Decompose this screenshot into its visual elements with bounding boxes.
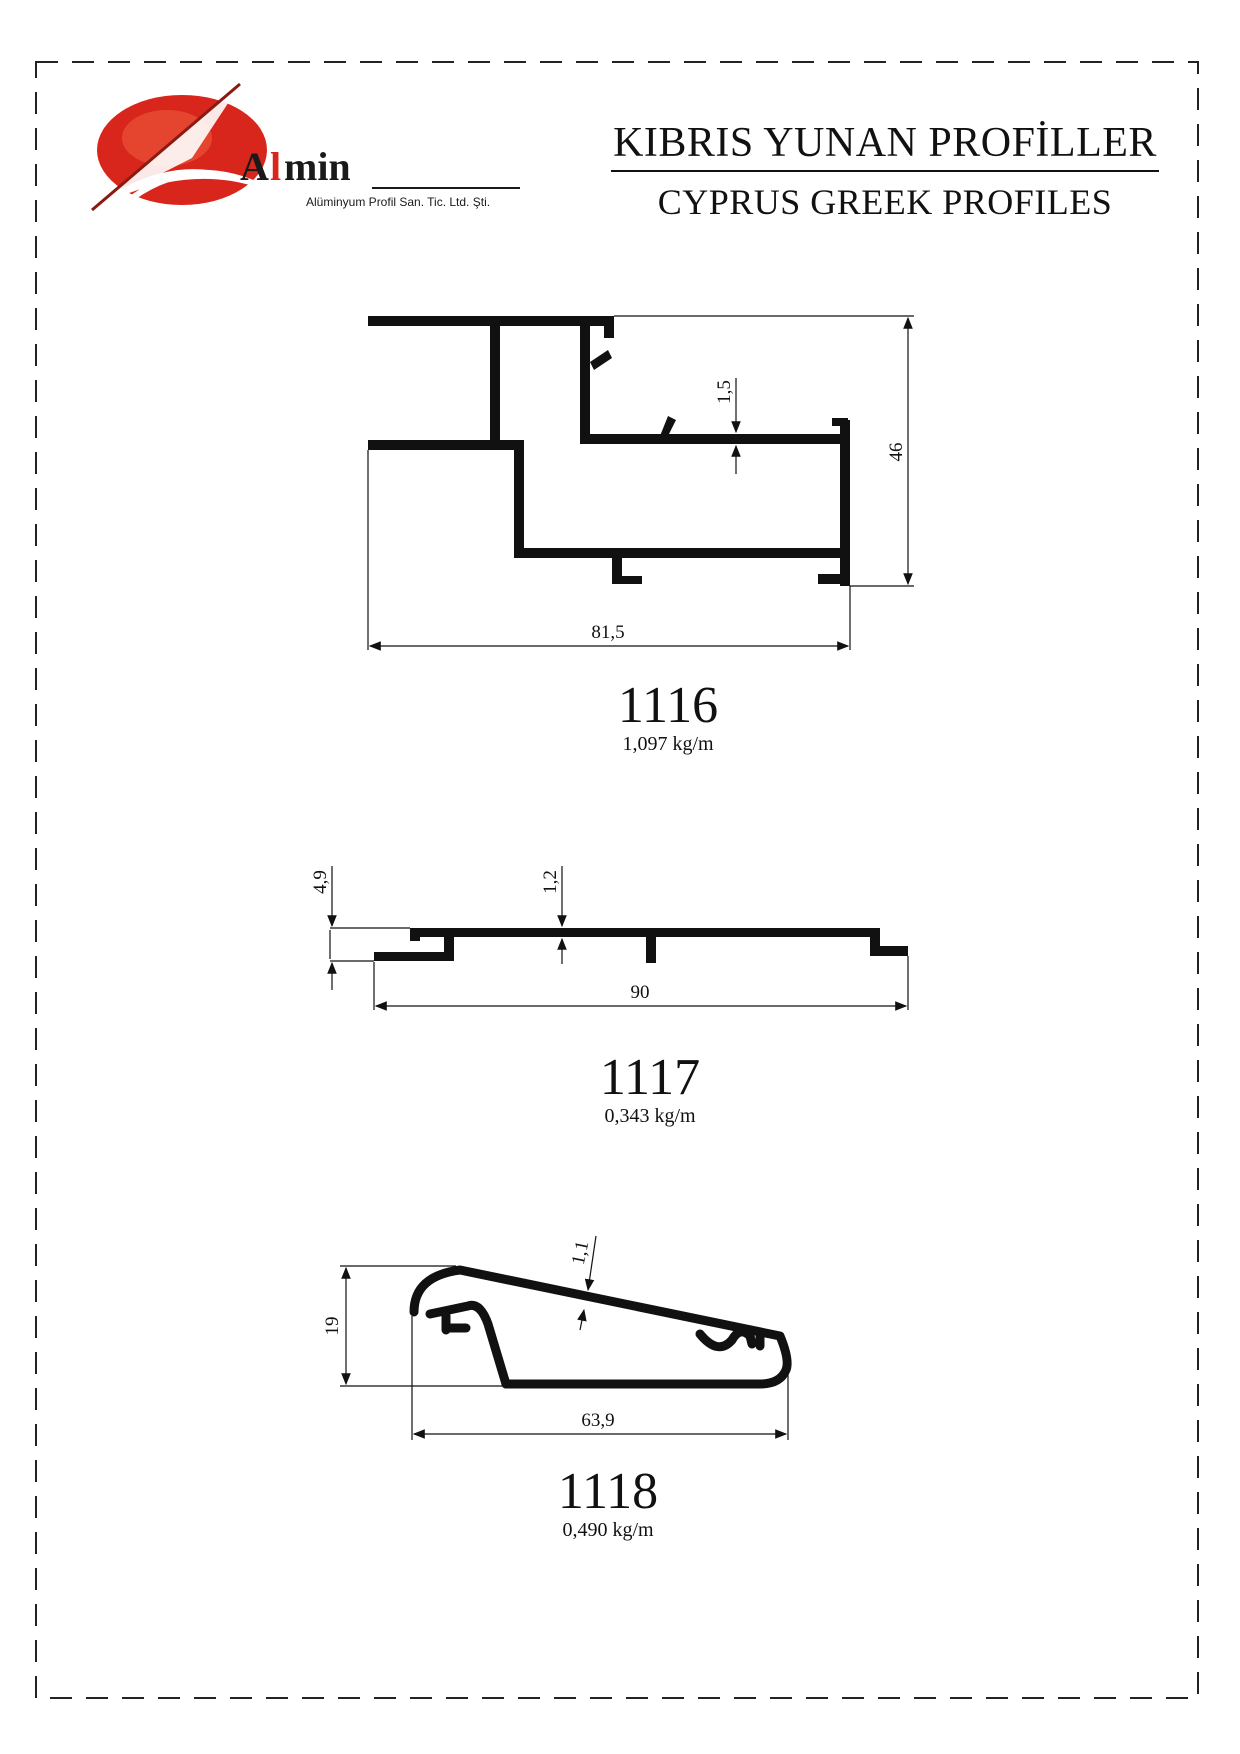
profile-1116-width-label: 81,5 (591, 622, 624, 643)
profile-1117-height-label: 4,9 (310, 870, 331, 894)
profile-1116-weight: 1,097 kg/m (622, 733, 714, 755)
profile-1118-shape (409, 1265, 792, 1389)
profile-1118-wall-label: 1,1 (568, 1239, 593, 1267)
profile-1116-code: 1116 (618, 677, 718, 734)
profile-1118-drawing: 63,9 19 1,1 1118 0,490 kg/m (322, 1235, 792, 1541)
profile-1116-wall-label: 1,5 (714, 380, 735, 404)
page-title-en: CYPRUS GREEK PROFILES (657, 182, 1113, 222)
brand-highlight: l (270, 144, 281, 189)
profile-1118-weight: 0,490 kg/m (562, 1519, 654, 1541)
logo-tagline: Alüminyum Profil San. Tic. Ltd. Şti. (306, 195, 490, 209)
profile-1117-drawing: 90 4,9 1,2 1117 0,343 kg/m (310, 866, 909, 1127)
profile-1118-width-label: 63,9 (581, 1410, 614, 1431)
page-title-tr: KIBRIS YUNAN PROFİLLER (611, 118, 1159, 172)
almin-swoosh-logo-icon (90, 82, 284, 212)
profile-1117-wall-label: 1,2 (540, 870, 561, 894)
profile-1116-drawing: 81,5 46 1,5 1116 1,097 kg/m (367, 315, 914, 755)
company-logo: A l min Alüminyum Profil San. Tic. Ltd. … (90, 82, 520, 212)
profile-1117-shape (374, 928, 908, 963)
profile-1117-code: 1117 (600, 1049, 700, 1106)
title-block: KIBRIS YUNAN PROFİLLER CYPRUS GREEK PROF… (590, 118, 1180, 226)
profile-1116-height-label: 46 (886, 443, 907, 462)
dashed-page-border (35, 61, 1199, 1699)
profile-1118-code: 1118 (558, 1463, 658, 1520)
profile-1117-weight: 0,343 kg/m (604, 1105, 696, 1127)
profile-1117-width-label: 90 (631, 982, 650, 1003)
brand-rest: min (284, 144, 351, 189)
brand-initial: A (240, 144, 269, 189)
profile-1116-shape (368, 316, 850, 586)
profile-1118-height-label: 19 (322, 1317, 343, 1336)
